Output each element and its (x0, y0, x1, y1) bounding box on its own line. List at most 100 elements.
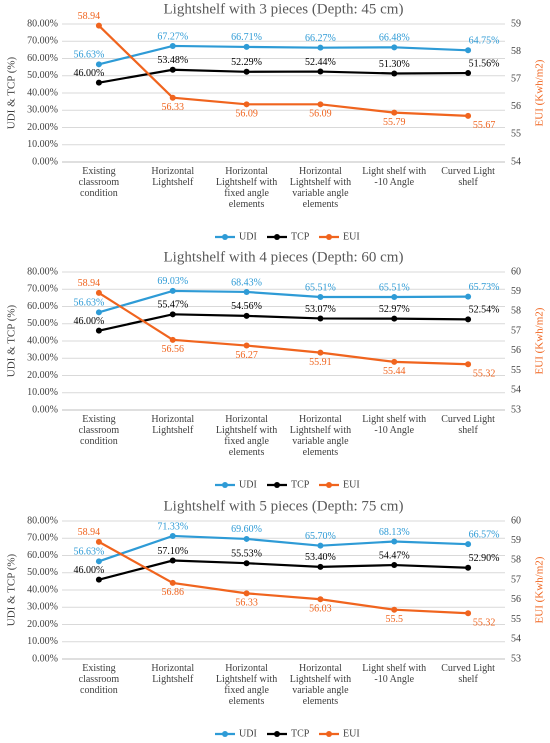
data-label: 52.54% (469, 305, 500, 316)
data-label: 68.13% (379, 527, 410, 538)
marker (243, 68, 250, 75)
data-label: 56.09 (309, 109, 332, 120)
data-label: 56.56 (162, 344, 185, 355)
data-label: 67.27% (157, 31, 188, 42)
data-label: 46.00% (73, 68, 104, 79)
data-label: 55.44 (383, 366, 406, 377)
legend-label: UDI (239, 479, 257, 490)
marker (169, 311, 176, 318)
y-tick-label: 50.00% (27, 318, 58, 329)
x-tick-label-box: Horizontal Lightshelf with fixed angle e… (215, 663, 278, 707)
legend-label: EUI (343, 728, 360, 739)
x-tick-label: Horizontal Lightshelf with variable angl… (289, 414, 352, 458)
y-tick-label: 80.00% (27, 515, 58, 526)
data-label: 56.33 (162, 102, 185, 113)
marker (243, 312, 250, 319)
y-tick-label: 0.00% (32, 156, 58, 167)
data-label: 71.33% (157, 521, 188, 532)
x-tick-label-box: Horizontal Lightshelf (151, 663, 194, 685)
y2-tick-label: 58 (511, 46, 521, 57)
data-label: 65.70% (305, 531, 336, 542)
y-tick-label: 30.00% (27, 105, 58, 116)
data-label: 56.09 (235, 109, 258, 120)
x-tick-label-box: Existing classroom condition (79, 414, 120, 447)
y-axis-title: UDI & TCP (%) (6, 56, 18, 129)
series-line (98, 289, 469, 314)
y-tick-label: 20.00% (27, 619, 58, 630)
data-label: 56.33 (235, 598, 258, 609)
y2-tick-label: 57 (511, 73, 521, 84)
x-tick-label-box: Existing classroom condition (79, 663, 120, 696)
series-line (98, 68, 469, 84)
y2-tick-label: 54 (511, 634, 521, 645)
data-label: 56.63% (73, 50, 104, 61)
marker (95, 289, 102, 296)
marker (317, 349, 324, 356)
x-tick-label-box: Horizontal Lightshelf with fixed angle e… (216, 166, 277, 210)
data-label: 52.97% (379, 304, 410, 315)
y2-tick-label: 59 (511, 535, 521, 546)
marker (95, 327, 102, 334)
marker (391, 44, 398, 51)
marker (243, 342, 250, 349)
y-tick-label: 0.00% (32, 404, 58, 415)
data-label: 58.94 (78, 278, 101, 289)
marker (243, 101, 250, 108)
legend-marker (274, 234, 280, 240)
data-label: 55.47% (157, 300, 188, 311)
y-tick-label: 10.00% (27, 139, 58, 150)
data-label: 66.71% (231, 32, 262, 43)
legend-marker (326, 234, 332, 240)
x-tick-label-box: Horizontal Lightshelf with fixed angle e… (215, 414, 278, 458)
data-label: 69.60% (231, 524, 262, 535)
marker (169, 579, 176, 586)
data-label: 51.56% (469, 58, 500, 69)
data-label: 55.5 (386, 614, 404, 625)
data-label: 68.43% (231, 277, 262, 288)
marker (317, 101, 324, 108)
data-label: 66.27% (305, 33, 336, 44)
data-label: 56.03 (309, 604, 332, 615)
data-label: 65.51% (379, 282, 410, 293)
x-tick-label-box: Light shelf with -10 Angle (362, 663, 426, 685)
y-tick-label: 30.00% (27, 602, 58, 613)
marker (317, 563, 324, 570)
marker (95, 576, 102, 583)
y2-tick-label: 59 (511, 286, 521, 297)
y-tick-label: 70.00% (27, 284, 58, 295)
legend-label: UDI (239, 728, 257, 739)
x-tick-label-box: Horizontal Lightshelf with variable angl… (290, 166, 351, 210)
x-tick-label-box: Curved Light shelf (441, 663, 495, 685)
y2-axis-title: EUI (Kwh/m2) (534, 556, 546, 623)
data-label: 52.29% (231, 57, 262, 68)
data-label: 65.51% (305, 282, 336, 293)
y2-tick-label: 53 (511, 404, 521, 415)
x-tick-label: Horizontal Lightshelf with fixed angle e… (215, 663, 278, 707)
legend-label: TCP (291, 728, 310, 739)
marker (169, 94, 176, 101)
y2-tick-label: 53 (511, 653, 521, 664)
legend-marker (326, 731, 332, 737)
y-tick-label: 0.00% (32, 653, 58, 664)
data-label: 58.94 (78, 11, 101, 22)
data-label: 55.79 (383, 117, 406, 128)
data-label: 55.53% (231, 549, 262, 560)
legend-marker (222, 731, 228, 737)
marker (391, 606, 398, 613)
x-tick-label-box: Curved Light shelf (441, 414, 495, 436)
y-tick-label: 70.00% (27, 533, 58, 544)
data-label: 53.40% (305, 552, 336, 563)
y2-tick-label: 60 (511, 515, 521, 526)
marker (95, 79, 102, 86)
data-label: 69.03% (157, 276, 188, 287)
data-label: 52.90% (469, 553, 500, 564)
marker (169, 532, 176, 539)
y-tick-label: 60.00% (27, 301, 58, 312)
data-label: 54.56% (231, 301, 262, 312)
marker (391, 358, 398, 365)
x-tick-label: Curved Light shelf (441, 414, 495, 436)
legend-label: EUI (343, 231, 360, 242)
data-label: 51.30% (379, 59, 410, 70)
x-tick-label-box: Horizontal Lightshelf with variable angl… (289, 414, 352, 458)
x-tick-label: Horizontal Lightshelf with fixed angle e… (215, 414, 278, 458)
